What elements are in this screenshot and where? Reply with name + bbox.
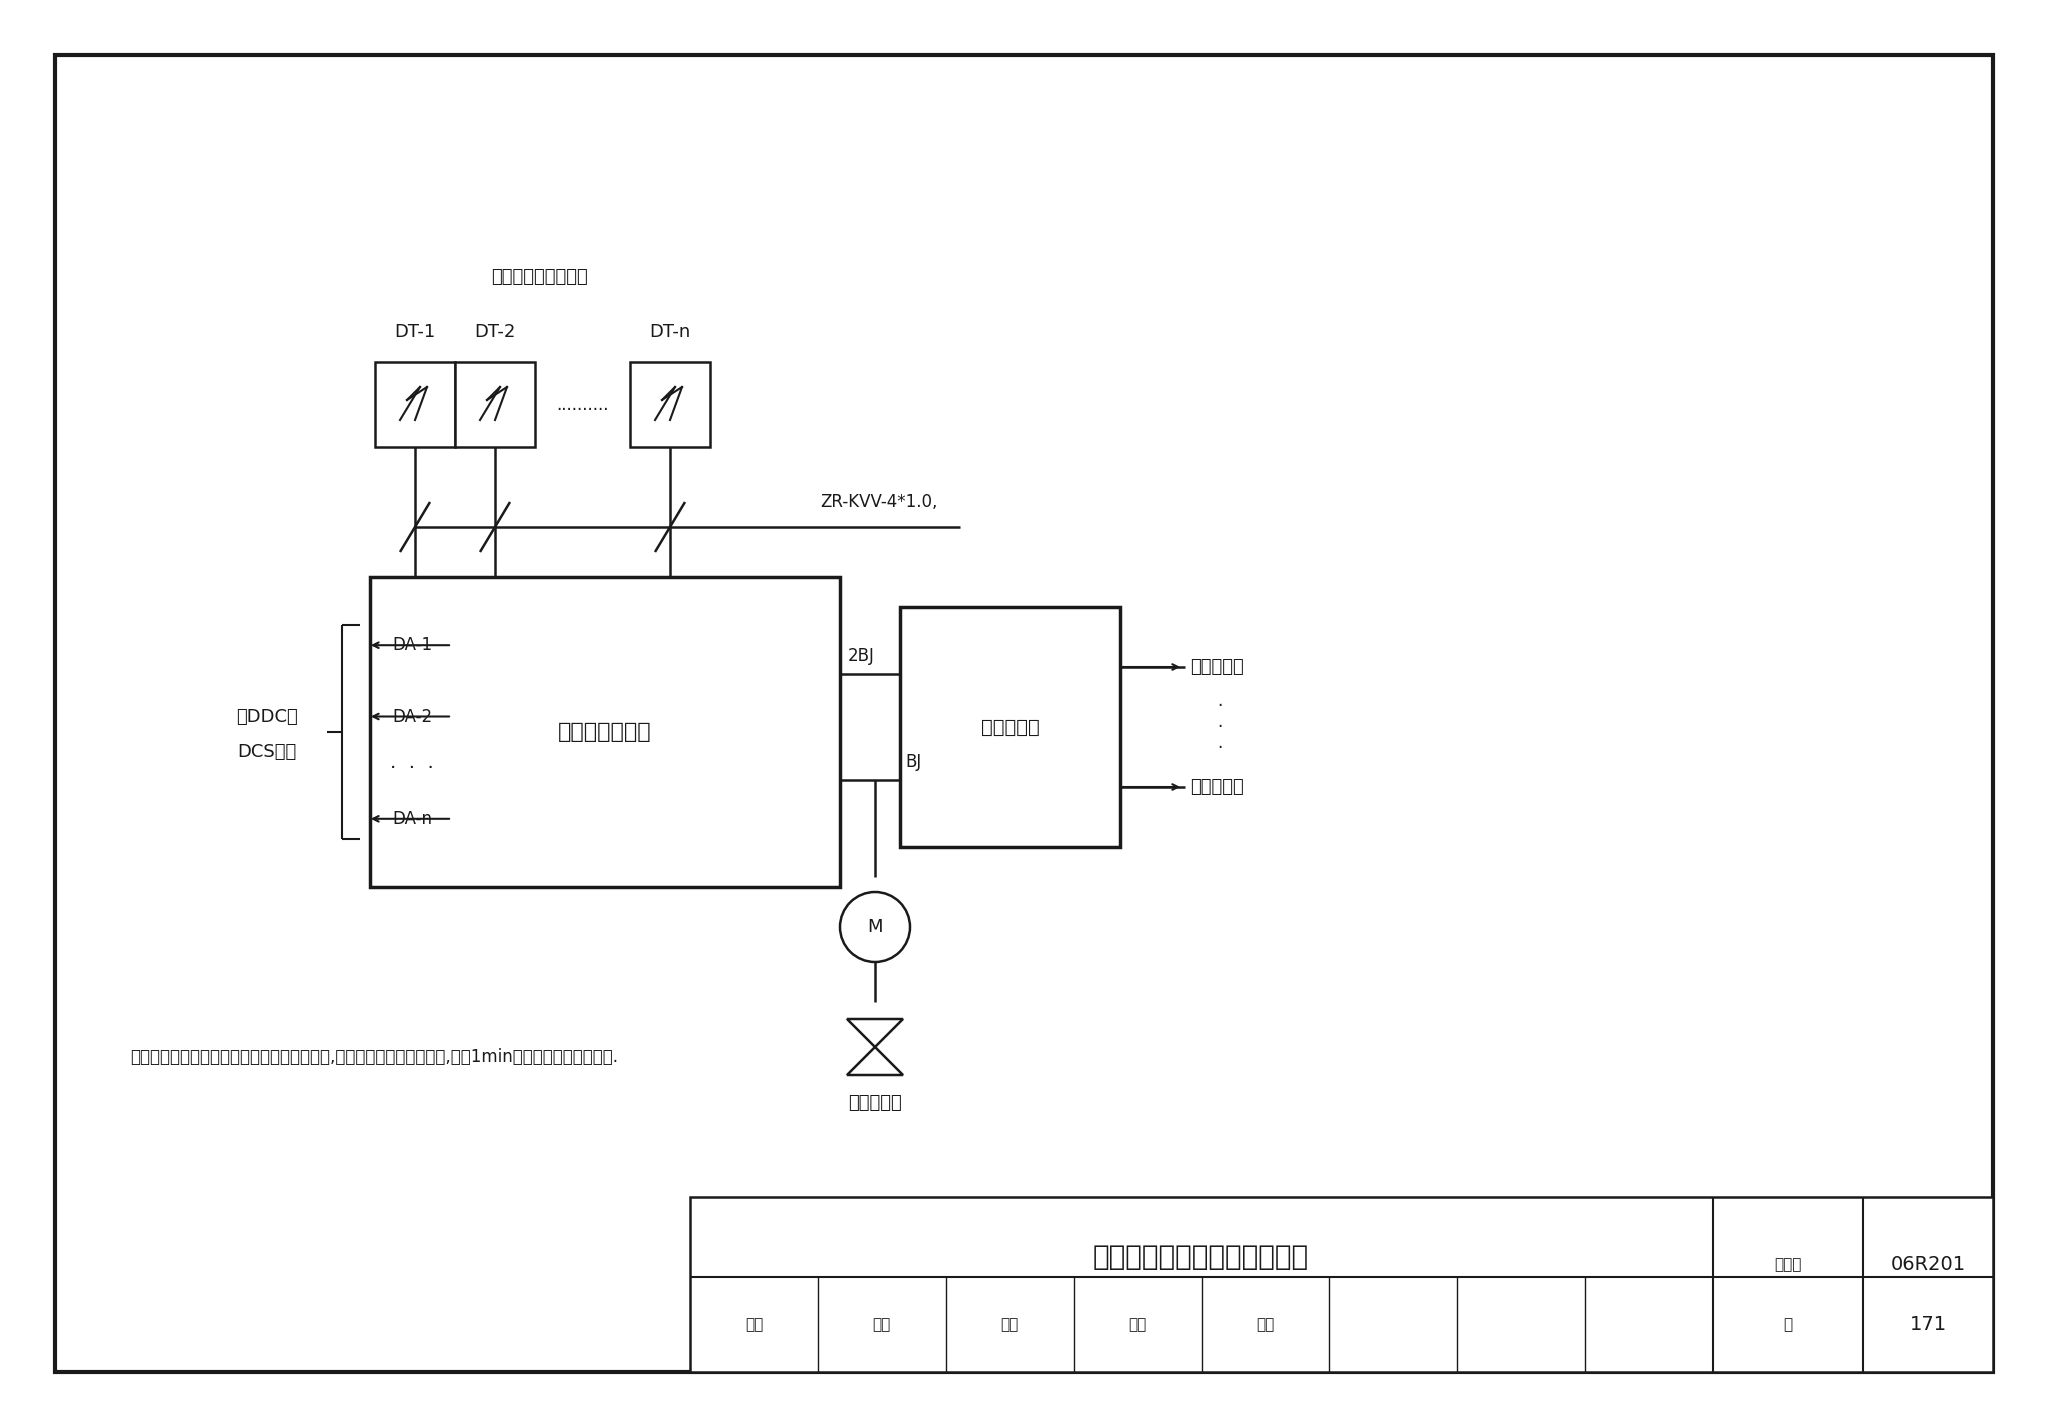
Text: 事故排风机: 事故排风机: [1190, 778, 1243, 796]
Text: DT-2: DT-2: [475, 323, 516, 341]
Text: DA-2: DA-2: [391, 708, 432, 725]
Text: 注：当直燃机房、计量间发生燃气泄漏报警时,立即联动启动事故排风机,持续1min后关闭燃气紧急切断阀.: 注：当直燃机房、计量间发生燃气泄漏报警时,立即联动启动事故排风机,持续1min后…: [129, 1047, 618, 1066]
Text: 事故排风机: 事故排风机: [1190, 658, 1243, 676]
Bar: [371, 577, 840, 888]
Text: 朱江: 朱江: [1128, 1317, 1147, 1333]
Text: BJ: BJ: [905, 753, 922, 771]
Text: ·  ·  ·: · · ·: [389, 759, 434, 778]
Text: DA-n: DA-n: [391, 809, 432, 828]
Bar: [375, 362, 455, 447]
Bar: [631, 362, 711, 447]
Text: 可燃气体检测变送器: 可燃气体检测变送器: [492, 268, 588, 285]
Text: 171: 171: [1909, 1316, 1946, 1334]
Text: 2BJ: 2BJ: [848, 648, 874, 665]
Text: ZR-KVV-4*1.0,: ZR-KVV-4*1.0,: [819, 492, 938, 511]
Text: 燃气切断阀: 燃气切断阀: [848, 1095, 901, 1112]
Text: DCS系统: DCS系统: [238, 743, 297, 761]
Text: 接DDC或: 接DDC或: [236, 708, 297, 726]
Text: 可燃气体报警联动控制系统图: 可燃气体报警联动控制系统图: [1094, 1243, 1309, 1271]
Text: DT-n: DT-n: [649, 323, 690, 341]
Text: 风机控制箱: 风机控制箱: [981, 718, 1040, 736]
Text: ·
·
·: · · ·: [1217, 698, 1223, 756]
Text: 页: 页: [1784, 1317, 1792, 1333]
Bar: [455, 362, 535, 447]
Text: 左锦: 左锦: [872, 1317, 891, 1333]
Text: 校对: 校对: [1001, 1317, 1018, 1333]
Text: 设计: 设计: [1255, 1317, 1274, 1333]
Bar: [899, 606, 1120, 848]
Text: 06R201: 06R201: [1890, 1256, 1966, 1274]
Text: 图集号: 图集号: [1774, 1257, 1802, 1273]
Bar: [690, 1197, 1993, 1371]
Text: 报警联动控制器: 报警联动控制器: [559, 722, 651, 742]
Text: DT-1: DT-1: [395, 323, 436, 341]
Text: ..........: ..........: [555, 397, 608, 414]
Text: M: M: [866, 918, 883, 936]
Text: 审核: 审核: [745, 1317, 764, 1333]
Text: DA-1: DA-1: [391, 636, 432, 654]
